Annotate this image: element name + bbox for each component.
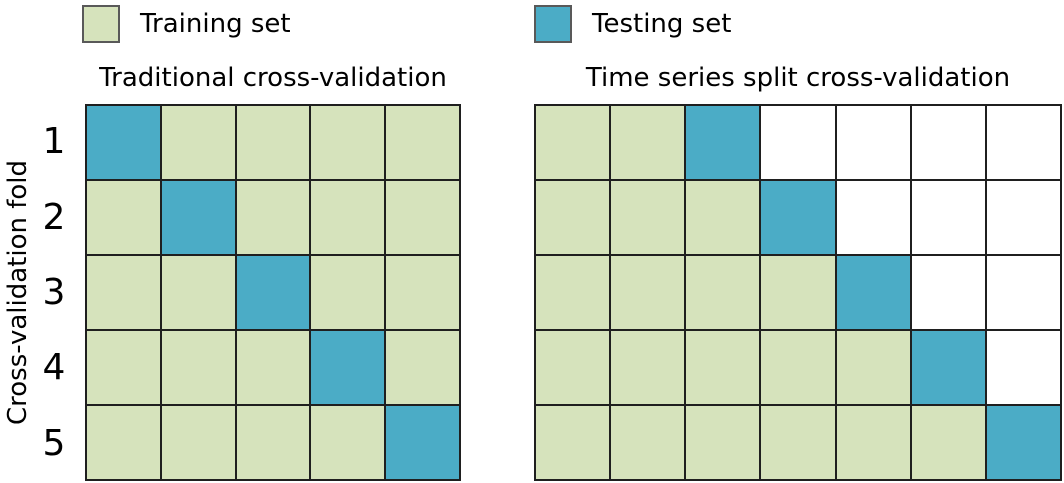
testing-set-swatch: [534, 5, 572, 43]
grid-cell-train: [610, 405, 686, 480]
grid-cell-train: [610, 180, 686, 255]
grid-cell-train: [535, 255, 611, 330]
fold-number-4: 4: [42, 347, 66, 389]
grid-cell-empty: [985, 105, 1061, 180]
grid-cell-empty: [835, 105, 911, 180]
grid-cell-test: [235, 255, 311, 330]
grid-cell-empty: [910, 255, 986, 330]
grid-cell-train: [310, 180, 386, 255]
grid-cell-train: [835, 405, 911, 480]
grid-cell-test: [86, 105, 161, 180]
timeseries-cv-title: Time series split cross-validation: [585, 63, 1011, 93]
grid-cell-train: [535, 180, 611, 255]
grid-cell-empty: [910, 105, 986, 180]
grid-cell-train: [86, 330, 161, 405]
grid-cell-train: [910, 405, 986, 480]
grid-cell-train: [86, 255, 161, 330]
grid-cell-train: [535, 105, 611, 180]
grid-cell-empty: [910, 180, 986, 255]
grid-cell-train: [385, 255, 460, 330]
training-set-swatch: [82, 5, 120, 43]
testing-set-label: Testing set: [592, 9, 732, 39]
grid-cell-test: [685, 105, 761, 180]
grid-cell-empty: [985, 330, 1061, 405]
grid-cell-test: [310, 330, 386, 405]
legend-item-training: Training set: [82, 5, 291, 43]
grid-cell-train: [310, 405, 386, 480]
grid-cell-empty: [985, 255, 1061, 330]
fold-number-1: 1: [42, 121, 66, 163]
grid-cell-train: [685, 255, 761, 330]
grid-cell-test: [385, 405, 460, 480]
grid-cell-train: [235, 180, 311, 255]
grid-cell-empty: [985, 180, 1061, 255]
grid-cell-train: [160, 255, 236, 330]
grid-cell-train: [86, 405, 161, 480]
grid-cell-train: [385, 180, 460, 255]
grid-cell-empty: [835, 180, 911, 255]
grid-cell-train: [86, 180, 161, 255]
grid-cell-train: [535, 405, 611, 480]
legend-item-testing: Testing set: [534, 5, 731, 43]
fold-numbers: 1 2 3 4 5: [36, 104, 72, 481]
grid-cell-test: [835, 255, 911, 330]
grid-cell-train: [310, 105, 386, 180]
grid-cell-test: [760, 180, 836, 255]
fold-number-3: 3: [42, 272, 66, 314]
grid-cell-train: [610, 330, 686, 405]
grid-cell-test: [910, 330, 986, 405]
grid-cell-empty: [760, 105, 836, 180]
grid-cell-train: [535, 330, 611, 405]
grid-cell-train: [685, 180, 761, 255]
traditional-cv-title: Traditional cross-validation: [99, 63, 447, 93]
grid-cell-train: [385, 105, 460, 180]
grid-cell-train: [610, 255, 686, 330]
grid-cell-train: [235, 330, 311, 405]
fold-number-2: 2: [42, 196, 66, 238]
grid-cell-train: [760, 405, 836, 480]
grid-cell-train: [685, 330, 761, 405]
grid-cell-train: [760, 330, 836, 405]
fold-number-5: 5: [42, 422, 66, 464]
grid-cell-test: [985, 405, 1061, 480]
grid-cell-test: [160, 180, 236, 255]
grid-cell-train: [160, 405, 236, 480]
grid-cell-train: [685, 405, 761, 480]
grid-cell-train: [610, 105, 686, 180]
grid-cell-train: [235, 105, 311, 180]
traditional-cv-grid: [85, 104, 461, 481]
timeseries-cv-grid: [534, 104, 1062, 481]
grid-cell-train: [160, 330, 236, 405]
training-set-label: Training set: [140, 9, 291, 39]
y-axis-label: Cross-validation fold: [3, 160, 33, 426]
grid-cell-train: [760, 255, 836, 330]
grid-cell-train: [235, 405, 311, 480]
grid-cell-train: [835, 330, 911, 405]
grid-cell-train: [160, 105, 236, 180]
grid-cell-train: [385, 330, 460, 405]
grid-cell-train: [310, 255, 386, 330]
